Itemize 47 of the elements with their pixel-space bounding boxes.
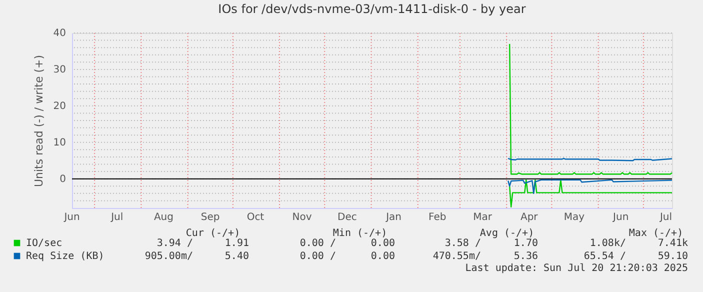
line-series bbox=[508, 43, 673, 175]
y-tick-label: 20 bbox=[53, 100, 66, 112]
x-tick-label: Jan bbox=[385, 212, 402, 223]
y-tick-label: 10 bbox=[53, 137, 66, 148]
y-tick-label: 30 bbox=[53, 64, 66, 76]
text: 65.54 / bbox=[584, 251, 626, 262]
chart-title: IOs for /dev/vds-nvme-03/vm-1411-disk-0 - by year bbox=[218, 2, 526, 16]
text: 5.36 bbox=[514, 251, 538, 262]
x-tick-label: Oct bbox=[246, 212, 264, 223]
legend-label: Req Size (KB) bbox=[26, 251, 104, 262]
x-tick-label: Jul bbox=[658, 212, 672, 223]
text: 5.40 bbox=[224, 251, 249, 262]
legend-label: IO/sec bbox=[26, 238, 62, 249]
x-tick-label: Mar bbox=[473, 212, 493, 223]
x-tick-label: Apr bbox=[520, 212, 539, 223]
x-tick-label: Feb bbox=[428, 212, 446, 223]
x-tick-label: Jun bbox=[612, 212, 629, 223]
text: 1.70 bbox=[514, 238, 538, 249]
text: 0.00 bbox=[370, 251, 395, 262]
text: Cur (-/+) bbox=[186, 228, 240, 239]
text: 1.91 bbox=[224, 238, 249, 249]
text: Max (-/+) bbox=[628, 228, 684, 239]
text: Min (-/+) bbox=[332, 228, 388, 239]
x-tick-label: May bbox=[564, 212, 585, 223]
y-axis-title: Units read (-) / write (+) bbox=[32, 54, 46, 188]
text: 1.08k/ bbox=[590, 238, 626, 249]
text: 0.00 / bbox=[300, 238, 336, 249]
x-tick-label: Jul bbox=[110, 212, 124, 223]
x-tick-label: Aug bbox=[154, 212, 174, 223]
line-series bbox=[508, 179, 673, 208]
line-series bbox=[507, 179, 673, 194]
text: 3.94 / bbox=[156, 238, 193, 249]
text: 470.55m/ bbox=[432, 251, 481, 262]
x-tick-label: Dec bbox=[338, 212, 357, 223]
text: 7.41k bbox=[658, 238, 688, 249]
text: 0.00 bbox=[370, 238, 395, 249]
x-tick-label: Jun bbox=[63, 212, 80, 223]
y-tick-label: 0 bbox=[60, 174, 66, 185]
text: Last update: Sun Jul 20 21:20:03 2025 bbox=[465, 263, 688, 274]
text: 0.00 / bbox=[300, 251, 336, 262]
text: 905.00m/ bbox=[144, 251, 193, 262]
x-tick-label: Sep bbox=[200, 212, 220, 223]
text: Avg (-/+) bbox=[480, 228, 534, 239]
text: 3.58 / bbox=[444, 238, 481, 249]
x-tick-label: Nov bbox=[292, 212, 312, 223]
text: 59.10 bbox=[658, 251, 688, 262]
y-tick-label: 40 bbox=[53, 28, 66, 39]
